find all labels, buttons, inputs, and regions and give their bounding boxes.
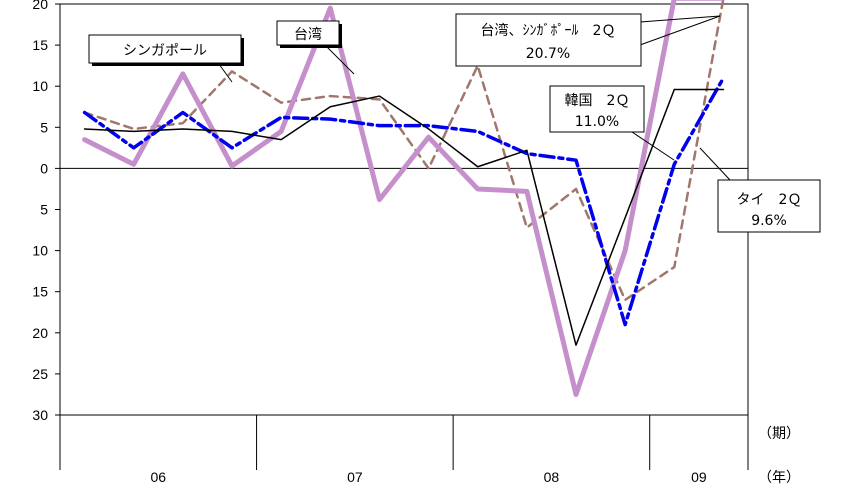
y-tick-label: 10 [32, 243, 48, 259]
period-unit-label: （期） [758, 425, 800, 441]
taiwan-sg-q2-callout-leader [639, 15, 721, 23]
year-label: 09 [691, 469, 707, 485]
y-tick-label: 5 [40, 202, 48, 218]
taiwan-sg-q2-callout-box [455, 13, 642, 67]
year-label: 08 [544, 469, 560, 485]
taiwan-callout-leader [325, 45, 355, 75]
series-line-3 [82, 76, 726, 327]
singapore-callout-box [88, 34, 242, 64]
taiwan-sg-q2-callout-value: 20.7% [526, 46, 570, 62]
y-tick-label: 15 [32, 284, 48, 300]
year-label: 07 [347, 469, 363, 485]
taiwan-sg-q2-callout-leader2 [639, 15, 721, 46]
series-line-4 [83, 88, 725, 346]
y-tick-label: 20 [32, 0, 48, 12]
korea-q2-callout-leader [631, 131, 675, 161]
y-tick-label: 5 [40, 119, 48, 135]
callouts: シンガポール 台湾 台湾、ｼﾝｶﾞﾎﾟｰﾙ 2Ｑ 20.7% 韓国 2Ｑ 11.… [88, 13, 821, 233]
korea-q2-callout-value: 11.0% [575, 114, 619, 130]
thai-q2-callout-label: タイ 2Ｑ [737, 192, 802, 208]
series-line-2 [82, 0, 726, 397]
year-unit-label: （年） [758, 469, 800, 485]
y-tick-label: 30 [32, 407, 48, 423]
thai-q2-callout-leader [699, 147, 731, 181]
korea-q2-callout-box [549, 85, 645, 133]
series-layer [82, 0, 726, 397]
y-tick-label: 20 [32, 325, 48, 341]
year-label: 06 [150, 469, 166, 485]
axes: 20 15 10 5 0 5 10 15 20 25 30 06 07 08 09 （期） （年） [32, 0, 800, 485]
taiwan-callout-box [276, 20, 340, 46]
y-tick-label: 25 [32, 366, 48, 382]
thai-q2-callout-value: 9.6% [751, 213, 787, 229]
y-tick-label: 10 [32, 78, 48, 94]
y-tick-label: 15 [32, 37, 48, 53]
singapore-callout-label: シンガポール [123, 43, 207, 59]
y-tick-label: 0 [40, 160, 48, 176]
korea-q2-callout-label: 韓国 2Ｑ [565, 93, 630, 109]
taiwan-callout-label: 台湾 [294, 26, 322, 43]
taiwan-sg-q2-callout-label: 台湾、ｼﾝｶﾞﾎﾟｰﾙ 2Ｑ [481, 22, 616, 39]
thai-q2-callout-box [717, 179, 821, 233]
